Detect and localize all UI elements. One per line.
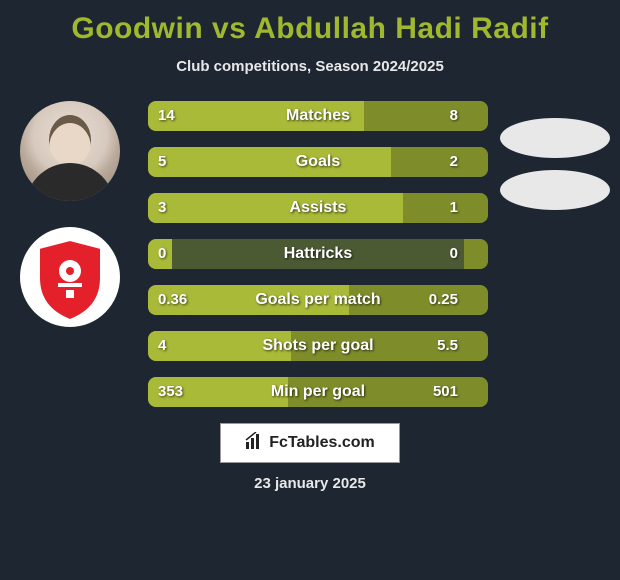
player-right-ellipse bbox=[500, 118, 610, 158]
player-right-ellipse bbox=[500, 170, 610, 210]
stat-label: Shots per goal bbox=[148, 331, 488, 361]
stat-label: Matches bbox=[148, 101, 488, 131]
logo-text: FcTables.com bbox=[269, 434, 375, 452]
stat-row: 00Hattricks bbox=[10, 239, 610, 269]
stat-label: Hattricks bbox=[148, 239, 488, 269]
fctables-logo[interactable]: FcTables.com bbox=[220, 423, 400, 463]
stat-row: 45.5Shots per goal bbox=[10, 331, 610, 361]
stat-row: 0.360.25Goals per match bbox=[10, 285, 610, 315]
stat-label: Goals bbox=[148, 147, 488, 177]
stat-label: Min per goal bbox=[148, 377, 488, 407]
subtitle: Club competitions, Season 2024/2025 bbox=[10, 58, 610, 75]
infographic-container: Goodwin vs Abdullah Hadi Radif Club comp… bbox=[0, 0, 620, 580]
page-title: Goodwin vs Abdullah Hadi Radif bbox=[10, 12, 610, 46]
chart-icon bbox=[245, 432, 263, 455]
date: 23 january 2025 bbox=[10, 475, 610, 492]
stat-label: Assists bbox=[148, 193, 488, 223]
stat-row: 353501Min per goal bbox=[10, 377, 610, 407]
stat-label: Goals per match bbox=[148, 285, 488, 315]
